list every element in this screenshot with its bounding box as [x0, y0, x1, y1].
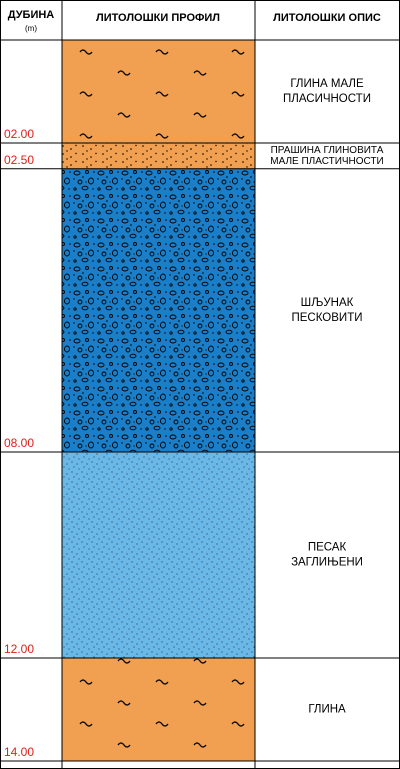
lithology-layer: [62, 452, 255, 658]
depth-label: 14.00: [4, 745, 34, 759]
layer-description: ПЛАСИЧНОСТИ: [283, 93, 371, 105]
header-description: ЛИТОЛОШКИ ОПИС: [273, 12, 381, 24]
layer-description: ПРАШИНА ГЛИНОВИТА: [271, 145, 384, 156]
depth-label: 02.50: [4, 153, 34, 167]
layer-description: ПЕСАК: [308, 542, 347, 554]
lithology-layer: [62, 40, 255, 143]
header-unit: (m): [25, 24, 37, 33]
lithology-layer: [62, 168, 255, 452]
layer-description: ПЕСКОВИТИ: [292, 312, 363, 324]
header-profile: ЛИТОЛОШКИ ПРОФИЛ: [96, 12, 220, 24]
lithology-layer: [62, 658, 255, 761]
layer-description: ШЉУНАК: [301, 297, 354, 309]
depth-label: 08.00: [4, 436, 34, 450]
layer-description: ЗАГЛИЊЕНИ: [291, 557, 363, 569]
layer-description: МАЛЕ ПЛАСТИЧНОСТИ: [270, 156, 383, 167]
lithology-layer: [62, 143, 255, 169]
depth-label: 12.00: [4, 642, 34, 656]
header-depth: ДУБИНА: [8, 9, 55, 21]
depth-label: 02.00: [4, 127, 34, 141]
layer-description: ГЛИНА МАЛЕ: [290, 78, 364, 90]
layer-description: ГЛИНА: [308, 704, 346, 716]
